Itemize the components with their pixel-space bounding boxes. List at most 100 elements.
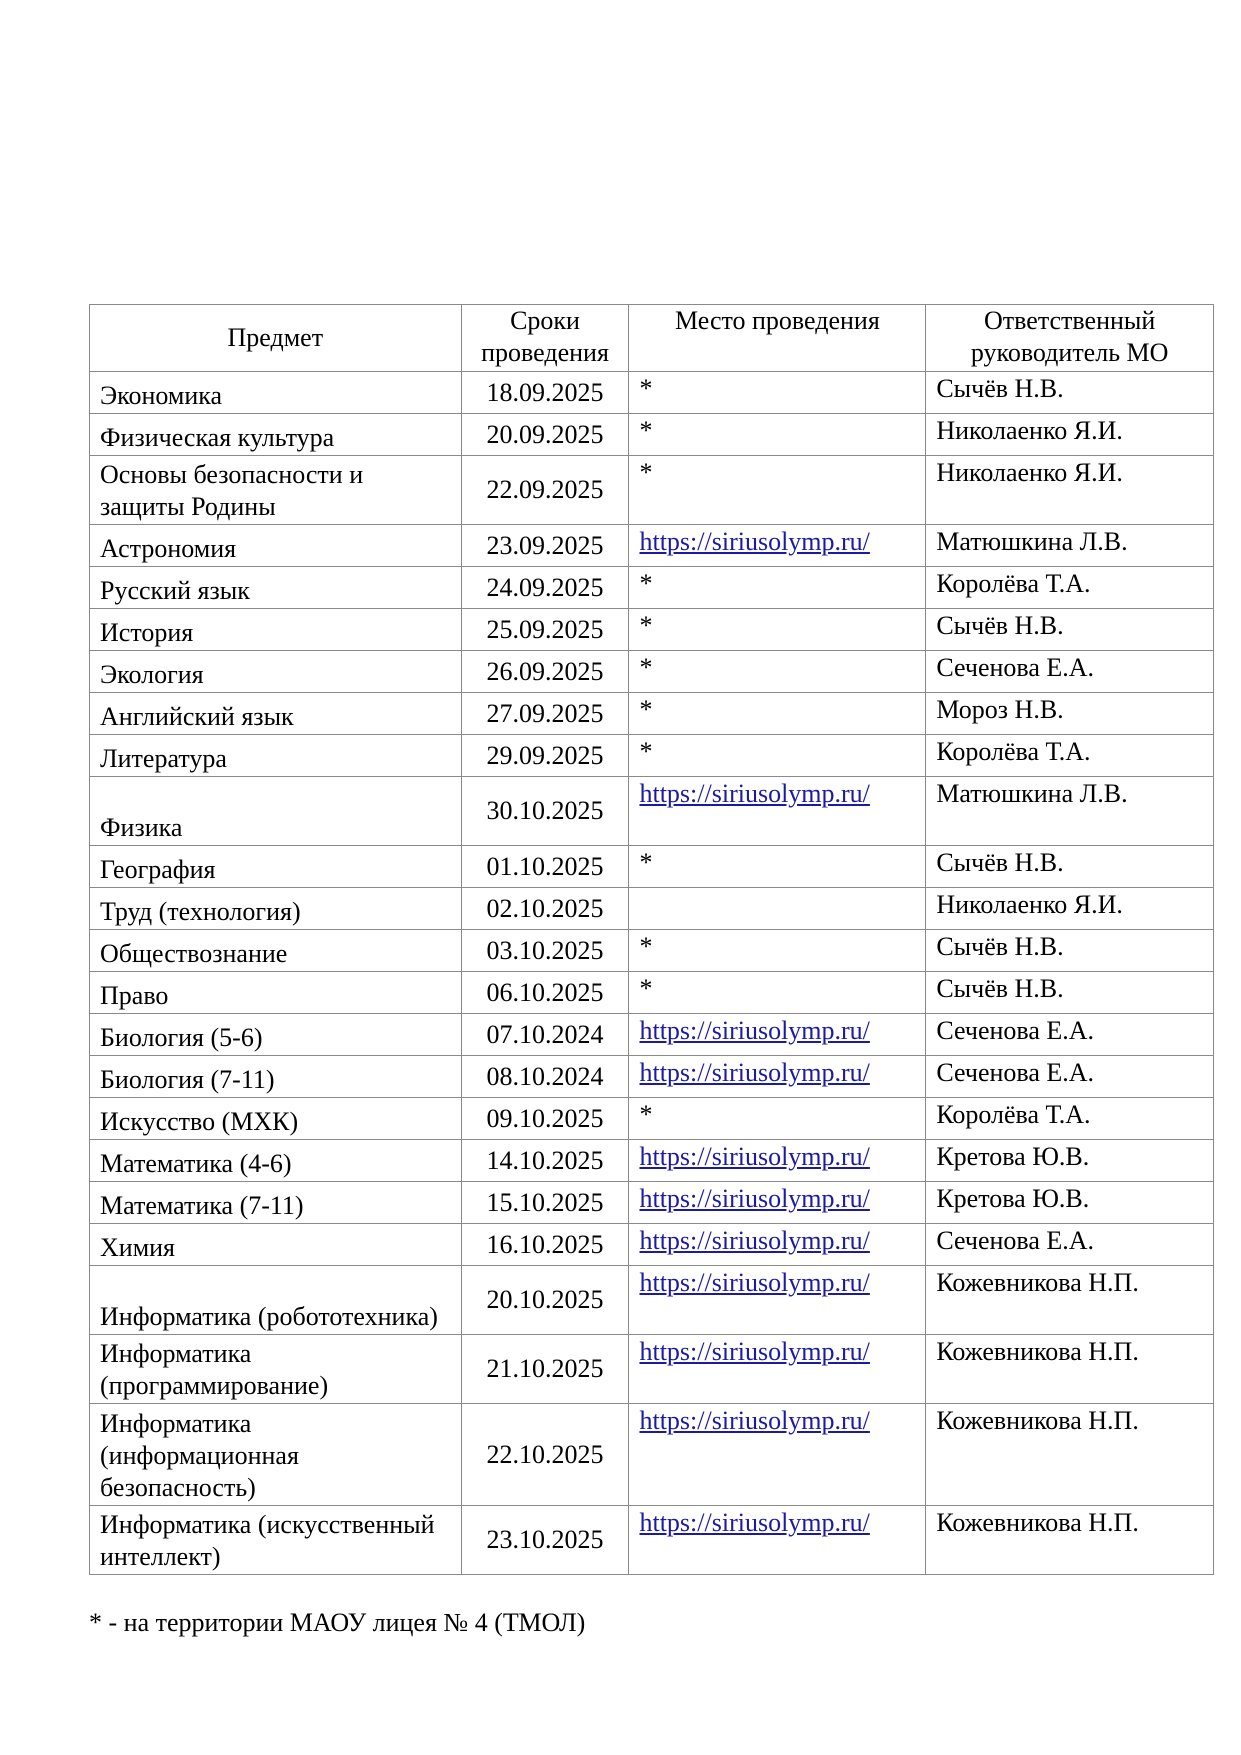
place-cell: *	[628, 650, 927, 693]
responsible-cell: Сеченова Е.А.	[925, 1223, 1214, 1266]
table-row: Литература 29.09.2025 * Королёва Т.А.	[89, 734, 1214, 777]
place-cell: https://siriusolymp.ru/	[628, 1013, 927, 1056]
table-row: Труд (технология) 02.10.2025 Николаенко Я.…	[89, 887, 1214, 930]
place-link[interactable]: https://siriusolymp.ru/	[639, 1142, 870, 1171]
date-cell: 25.09.2025	[460, 608, 630, 651]
table-row: Информатика (информационная безопасность…	[89, 1403, 1214, 1506]
responsible-cell: Матюшкина Л.В.	[925, 776, 1214, 846]
place-cell: *	[628, 455, 927, 525]
place-cell: *	[628, 413, 927, 456]
place-cell: https://siriusolymp.ru/	[628, 1505, 927, 1575]
header-responsible: Ответственный руководитель МО	[925, 304, 1214, 372]
place-link[interactable]: https://siriusolymp.ru/	[639, 1268, 870, 1297]
place-cell: *	[628, 971, 927, 1014]
subject-cell: Биология (7-11)	[89, 1055, 462, 1098]
table-row: Основы безопасности и защиты Родины 22.09…	[89, 455, 1214, 525]
responsible-cell: Николаенко Я.И.	[925, 455, 1214, 525]
date-cell: 23.09.2025	[460, 524, 630, 567]
place-link[interactable]: https://siriusolymp.ru/	[639, 1226, 870, 1255]
subject-cell: Физика	[89, 776, 462, 846]
subject-cell: Математика (7-11)	[89, 1181, 462, 1224]
place-cell: https://siriusolymp.ru/	[628, 1334, 927, 1404]
place-cell: *	[628, 566, 927, 609]
subject-cell: Информатика (программирование)	[89, 1334, 462, 1404]
place-cell	[628, 887, 927, 930]
place-cell: *	[628, 1097, 927, 1140]
subject-cell: Русский язык	[89, 566, 462, 609]
footnote: * - на территории МАОУ лицея № 4 (ТМОЛ)	[89, 1608, 586, 1637]
date-cell: 27.09.2025	[460, 692, 630, 735]
date-cell: 30.10.2025	[460, 776, 630, 846]
date-cell: 03.10.2025	[460, 929, 630, 972]
place-cell: *	[628, 734, 927, 777]
table-row: Информатика (робототехника) 20.10.2025 htt…	[89, 1265, 1214, 1335]
table-row: Право 06.10.2025 * Сычёв Н.В.	[89, 971, 1214, 1014]
date-cell: 29.09.2025	[460, 734, 630, 777]
date-cell: 16.10.2025	[460, 1223, 630, 1266]
responsible-cell: Сычёв Н.В.	[925, 371, 1214, 414]
place-cell: https://siriusolymp.ru/	[628, 1139, 927, 1182]
responsible-cell: Николаенко Я.И.	[925, 413, 1214, 456]
place-link[interactable]: https://siriusolymp.ru/	[639, 779, 870, 808]
place-link[interactable]: https://siriusolymp.ru/	[639, 1058, 870, 1087]
place-cell: https://siriusolymp.ru/	[628, 1181, 927, 1224]
table-row: Русский язык 24.09.2025 * Королёва Т.А.	[89, 566, 1214, 609]
place-link[interactable]: https://siriusolymp.ru/	[639, 1184, 870, 1213]
subject-cell: Химия	[89, 1223, 462, 1266]
date-cell: 22.10.2025	[460, 1403, 630, 1506]
place-link[interactable]: https://siriusolymp.ru/	[639, 1016, 870, 1045]
responsible-cell: Сычёв Н.В.	[925, 971, 1214, 1014]
table-row: История 25.09.2025 * Сычёв Н.В.	[89, 608, 1214, 651]
date-cell: 07.10.2024	[460, 1013, 630, 1056]
table-row: Экология 26.09.2025 * Сеченова Е.А.	[89, 650, 1214, 693]
table-row: Математика (4-6) 14.10.2025 https://sirius…	[89, 1139, 1214, 1182]
table-row: Экономика 18.09.2025 * Сычёв Н.В.	[89, 371, 1214, 414]
place-link[interactable]: https://siriusolymp.ru/	[639, 1508, 870, 1537]
place-cell: https://siriusolymp.ru/	[628, 1403, 927, 1506]
table-row: Обществознание 03.10.2025 * Сычёв Н.В.	[89, 929, 1214, 972]
table-row: Информатика (искусственный интеллект) 23.…	[89, 1505, 1214, 1575]
responsible-cell: Королёва Т.А.	[925, 1097, 1214, 1140]
header-dates: Сроки проведения	[460, 304, 630, 372]
subject-cell: Искусство (МХК)	[89, 1097, 462, 1140]
responsible-cell: Мороз Н.В.	[925, 692, 1214, 735]
subject-cell: Труд (технология)	[89, 887, 462, 930]
date-cell: 08.10.2024	[460, 1055, 630, 1098]
date-cell: 14.10.2025	[460, 1139, 630, 1182]
header-subject: Предмет	[89, 304, 462, 372]
table-row: Физическая культура 20.09.2025 * Николаенко…	[89, 413, 1214, 456]
place-cell: *	[628, 929, 927, 972]
subject-cell: История	[89, 608, 462, 651]
responsible-cell: Сычёв Н.В.	[925, 608, 1214, 651]
subject-cell: Информатика (робототехника)	[89, 1265, 462, 1335]
date-cell: 20.09.2025	[460, 413, 630, 456]
responsible-cell: Матюшкина Л.В.	[925, 524, 1214, 567]
responsible-cell: Николаенко Я.И.	[925, 887, 1214, 930]
date-cell: 09.10.2025	[460, 1097, 630, 1140]
subject-cell: Английский язык	[89, 692, 462, 735]
date-cell: 23.10.2025	[460, 1505, 630, 1575]
date-cell: 15.10.2025	[460, 1181, 630, 1224]
place-cell: https://siriusolymp.ru/	[628, 524, 927, 567]
place-cell: *	[628, 692, 927, 735]
responsible-cell: Сеченова Е.А.	[925, 650, 1214, 693]
subject-cell: География	[89, 845, 462, 888]
date-cell: 02.10.2025	[460, 887, 630, 930]
date-cell: 06.10.2025	[460, 971, 630, 1014]
date-cell: 21.10.2025	[460, 1334, 630, 1404]
responsible-cell: Сычёв Н.В.	[925, 929, 1214, 972]
table-row: География 01.10.2025 * Сычёв Н.В.	[89, 845, 1214, 888]
place-link[interactable]: https://siriusolymp.ru/	[639, 527, 870, 556]
place-cell: https://siriusolymp.ru/	[628, 776, 927, 846]
table-row: Искусство (МХК) 09.10.2025 * Королёва Т.А.	[89, 1097, 1214, 1140]
table-row: Химия 16.10.2025 https://siriusolymp.ru/Се…	[89, 1223, 1214, 1266]
subject-cell: Информатика (искусственный интеллект)	[89, 1505, 462, 1575]
place-link[interactable]: https://siriusolymp.ru/	[639, 1406, 870, 1435]
responsible-cell: Кретова Ю.В.	[925, 1181, 1214, 1224]
date-cell: 26.09.2025	[460, 650, 630, 693]
table-row: Английский язык 27.09.2025 * Мороз Н.В.	[89, 692, 1214, 735]
date-cell: 01.10.2025	[460, 845, 630, 888]
subject-cell: Обществознание	[89, 929, 462, 972]
place-link[interactable]: https://siriusolymp.ru/	[639, 1337, 870, 1366]
subject-cell: Право	[89, 971, 462, 1014]
